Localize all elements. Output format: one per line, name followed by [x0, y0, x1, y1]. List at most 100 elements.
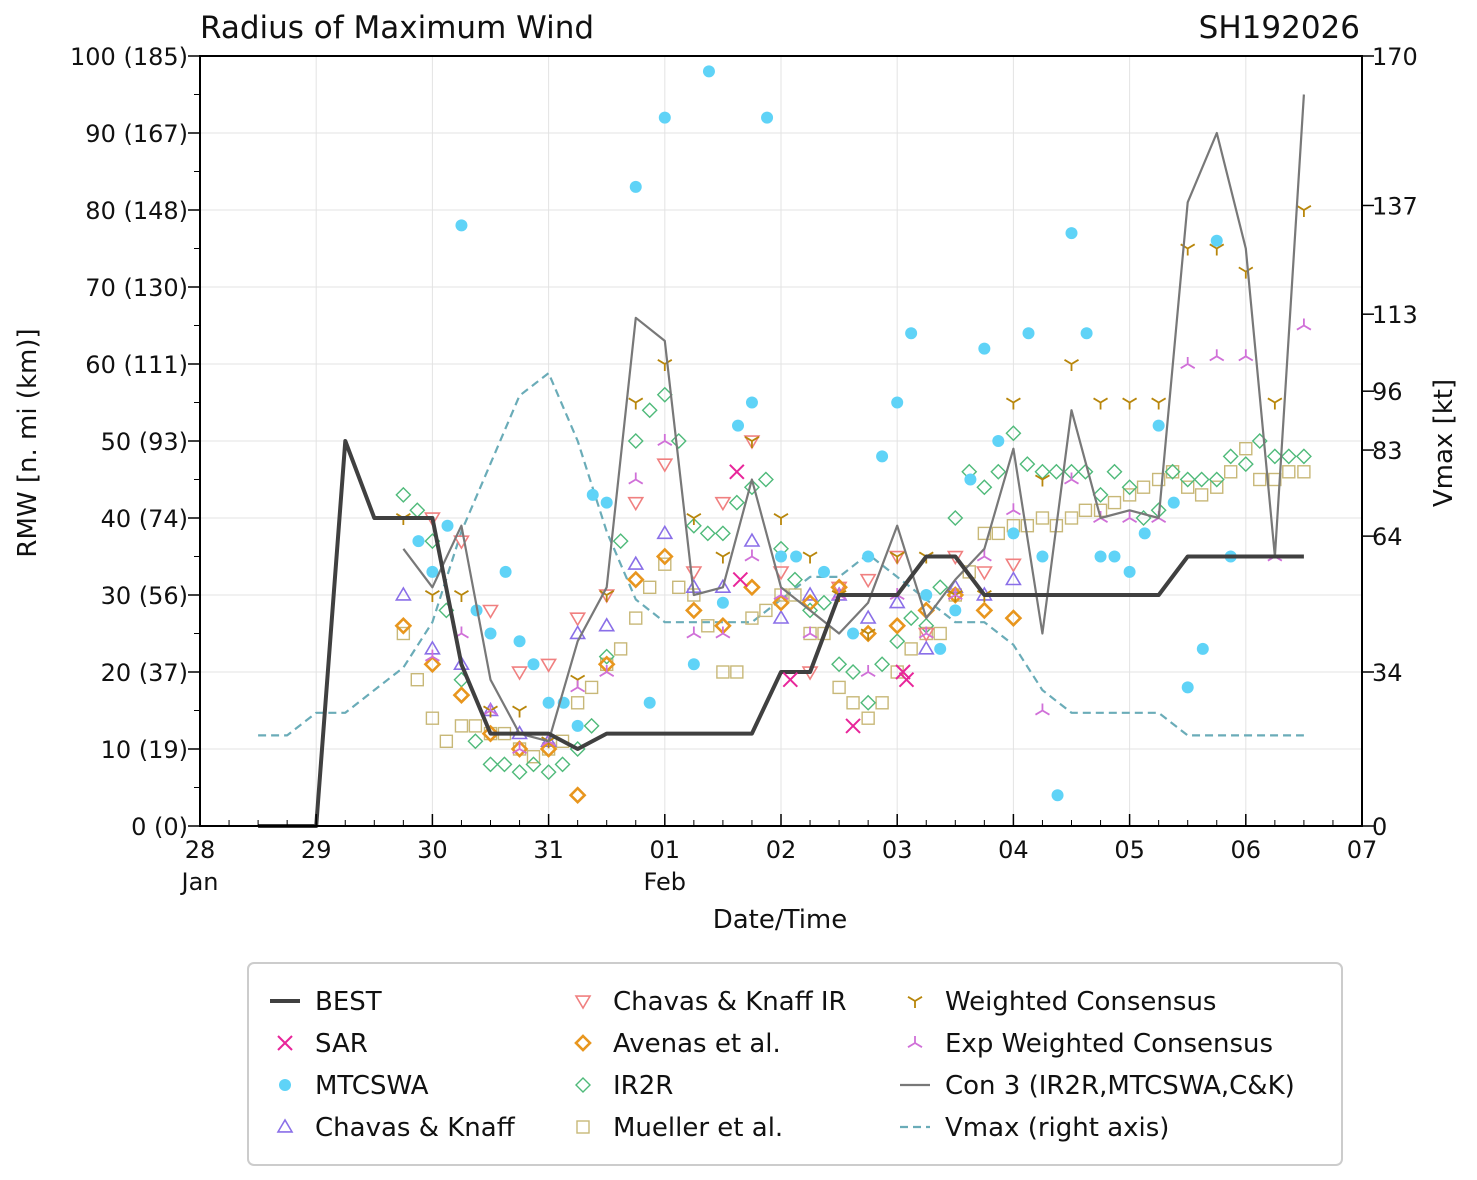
mtcswa-marker: [687, 658, 700, 671]
mtcswa-marker: [571, 719, 584, 732]
weighted-marker: [453, 590, 469, 602]
chavas_knaff-marker: [598, 617, 616, 632]
mtcswa-marker: [629, 180, 642, 193]
legend-item-avenas: Avenas et al.: [574, 1029, 781, 1059]
mueller-marker: [526, 750, 541, 764]
chavas_knaff_ir-marker: [627, 496, 645, 512]
x-tick-label: 30: [417, 836, 448, 864]
series-exp_weighted: [424, 318, 1312, 754]
mueller-marker: [570, 696, 585, 710]
chavas_knaff-marker: [1005, 571, 1022, 586]
legend-item-exp_weighted: Exp Weighted Consensus: [907, 1029, 1273, 1059]
exp_weighted-marker: [512, 742, 528, 754]
mtcswa-marker: [745, 396, 758, 409]
mueller-marker: [701, 619, 715, 633]
exp_weighted-marker: [657, 434, 673, 446]
ir2r-marker: [540, 764, 557, 781]
y-axis-label: RMW [n. mi (km)]: [13, 328, 43, 557]
ir2r-marker: [802, 602, 819, 619]
mueller-marker: [716, 665, 730, 679]
mtcswa-marker: [1152, 419, 1165, 432]
mueller-marker: [672, 580, 686, 594]
mtcswa-marker: [847, 627, 860, 640]
mueller-marker: [454, 719, 469, 733]
legend-label: Exp Weighted Consensus: [945, 1029, 1273, 1059]
legend-swatch: [279, 1079, 291, 1091]
ir2r-marker: [889, 633, 906, 650]
mueller-marker: [1180, 480, 1195, 494]
mueller-marker: [1297, 465, 1311, 479]
legend-label: Chavas & Knaff: [315, 1113, 516, 1143]
weighted-marker: [1093, 397, 1109, 410]
mueller-marker: [555, 734, 570, 748]
ir2r-marker: [525, 756, 542, 773]
mtcswa-marker: [992, 435, 1005, 447]
chavas_knaff_ir-marker: [540, 658, 557, 673]
ir2r-marker: [1266, 448, 1283, 465]
exp_weighted-marker: [424, 649, 440, 662]
ir2r-marker: [395, 486, 412, 503]
ir2r-marker: [699, 525, 716, 542]
best-line: [258, 439, 1304, 828]
x-axis-label: Date/Time: [713, 905, 848, 935]
exp_weighted-marker: [976, 549, 992, 562]
avenas-marker: [626, 570, 645, 589]
ir2r-marker: [714, 525, 731, 542]
y-tick-label: 0 (0): [131, 813, 188, 841]
right-tick-label: 64: [1372, 523, 1403, 551]
avenas-marker: [568, 786, 587, 805]
mtcswa-marker: [905, 327, 918, 340]
series-layer: [258, 65, 1312, 828]
weighted-marker: [889, 551, 905, 564]
mueller-marker: [1136, 480, 1151, 494]
x-tick-label: 29: [301, 836, 332, 864]
mueller-marker: [584, 680, 599, 695]
series-mtcswa: [412, 65, 1237, 802]
x-tick-label: 01: [650, 836, 681, 864]
chavas_knaff-marker: [888, 594, 906, 609]
sar-marker: [782, 671, 799, 688]
mtcswa-marker: [702, 65, 715, 78]
x-tick-label: 31: [533, 836, 564, 864]
x-tick-sublabel: Jan: [180, 868, 219, 896]
mueller-marker: [1223, 465, 1238, 479]
mueller-marker: [439, 734, 454, 748]
legend-label: Avenas et al.: [613, 1029, 781, 1059]
legend-swatch: [277, 1035, 293, 1051]
legend-label: BEST: [315, 987, 382, 1017]
chavas_knaff-marker: [801, 586, 819, 601]
mtcswa-marker: [441, 519, 454, 532]
mtcswa-marker: [761, 111, 774, 124]
weighted-marker: [744, 436, 760, 448]
right-tick-label: 0: [1372, 813, 1387, 841]
weighted-marker: [802, 551, 818, 564]
legend-item-best: BEST: [270, 987, 382, 1017]
mtcswa-marker: [949, 604, 962, 617]
exp_weighted-marker: [1180, 357, 1196, 369]
mtcswa-marker: [527, 658, 540, 671]
legend-item-ir2r: IR2R: [575, 1071, 673, 1101]
right-tick-label: 96: [1372, 378, 1403, 406]
mtcswa-marker: [1196, 642, 1209, 655]
x-tick-label: 05: [1114, 836, 1145, 864]
legend-item-chavas_knaff: Chavas & Knaff: [276, 1113, 516, 1143]
ir2r-marker: [976, 479, 993, 496]
ir2r-marker: [1222, 448, 1239, 465]
sar-marker: [732, 571, 749, 588]
legend-box: [247, 962, 1343, 1166]
ir2r-marker: [554, 756, 571, 773]
mueller-marker: [1020, 519, 1035, 533]
mueller-marker: [642, 580, 657, 594]
exp_weighted-marker: [1064, 472, 1079, 485]
ir2r-marker: [627, 433, 644, 449]
legend-item-con3: Con 3 (IR2R,MTCSWA,C&K): [900, 1071, 1295, 1101]
exp_weighted-marker: [947, 588, 963, 600]
ir2r-marker: [685, 517, 702, 534]
ir2r-marker: [1092, 486, 1109, 503]
mueller-marker: [1239, 442, 1253, 456]
storm-id: SH192026: [1199, 10, 1360, 46]
exp_weighted-marker: [802, 626, 818, 639]
mtcswa-marker: [1094, 550, 1107, 563]
mueller-marker: [759, 603, 773, 618]
